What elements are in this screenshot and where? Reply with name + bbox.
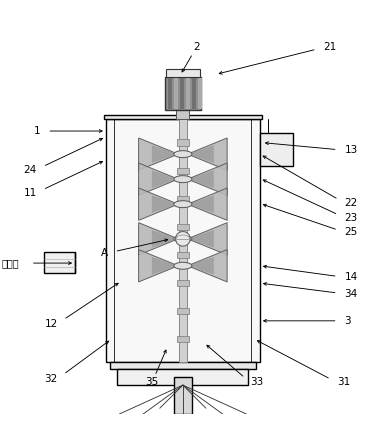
Ellipse shape	[174, 151, 192, 158]
Polygon shape	[152, 170, 178, 188]
Bar	[117, 369, 248, 385]
Bar	[198, 78, 202, 109]
Text: 34: 34	[345, 289, 358, 299]
Polygon shape	[187, 230, 214, 248]
Polygon shape	[187, 249, 227, 282]
Bar	[260, 133, 293, 166]
Bar	[186, 78, 190, 109]
Text: 31: 31	[337, 377, 350, 388]
Text: 13: 13	[345, 145, 358, 155]
Text: 25: 25	[345, 227, 358, 237]
Text: 32: 32	[45, 373, 58, 384]
Polygon shape	[139, 223, 178, 255]
Text: 35: 35	[146, 377, 159, 388]
Ellipse shape	[174, 201, 192, 208]
Text: 1: 1	[34, 126, 40, 136]
Bar	[177, 167, 189, 174]
Bar	[168, 78, 171, 109]
Polygon shape	[139, 163, 178, 195]
Polygon shape	[139, 188, 178, 220]
Bar	[166, 69, 200, 77]
Polygon shape	[187, 170, 214, 188]
Polygon shape	[187, 223, 227, 255]
Polygon shape	[187, 163, 227, 195]
Polygon shape	[139, 138, 178, 170]
Polygon shape	[152, 230, 178, 248]
Bar	[176, 110, 189, 120]
Text: 废气管: 废气管	[2, 258, 20, 268]
Text: 24: 24	[23, 164, 37, 175]
Bar	[106, 120, 260, 362]
Text: A: A	[100, 248, 108, 258]
Bar	[180, 78, 184, 109]
Bar	[177, 252, 189, 258]
Polygon shape	[187, 138, 227, 170]
Bar	[177, 224, 189, 230]
Bar	[110, 362, 256, 369]
Text: 11: 11	[23, 188, 37, 198]
Bar	[174, 377, 192, 414]
Polygon shape	[152, 145, 178, 163]
Text: 2: 2	[193, 43, 200, 52]
Bar	[114, 120, 251, 362]
Bar	[177, 280, 189, 286]
Bar	[177, 140, 189, 146]
Bar	[165, 77, 201, 110]
Polygon shape	[187, 257, 214, 275]
Text: 22: 22	[345, 198, 358, 208]
Ellipse shape	[174, 235, 192, 242]
Bar	[192, 78, 196, 109]
Bar	[174, 78, 177, 109]
Text: 14: 14	[345, 272, 358, 282]
Bar	[179, 120, 187, 362]
Text: 21: 21	[323, 43, 336, 52]
Polygon shape	[187, 188, 227, 220]
Bar	[44, 253, 75, 273]
Text: 3: 3	[345, 316, 351, 326]
Polygon shape	[139, 249, 178, 282]
Text: 12: 12	[45, 319, 58, 329]
Ellipse shape	[176, 232, 190, 246]
Bar	[177, 308, 189, 314]
Text: 33: 33	[250, 377, 263, 388]
Bar	[177, 336, 189, 342]
Polygon shape	[152, 257, 178, 275]
Ellipse shape	[174, 262, 192, 269]
Bar	[104, 115, 262, 120]
Bar	[177, 196, 189, 202]
Polygon shape	[187, 145, 214, 163]
Ellipse shape	[174, 176, 192, 183]
Polygon shape	[152, 195, 178, 213]
Polygon shape	[187, 195, 214, 213]
Text: 23: 23	[345, 213, 358, 223]
